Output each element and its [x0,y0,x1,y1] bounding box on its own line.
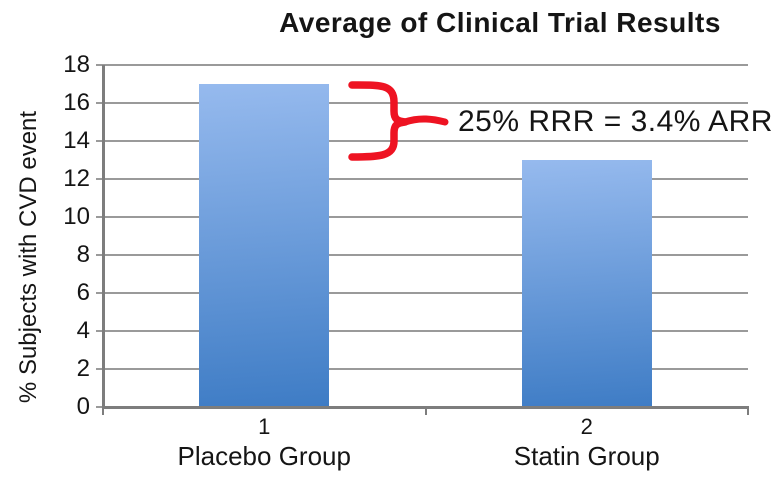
y-tick-label: 4 [76,317,90,344]
y-tick-mark [96,330,104,332]
bar-placebo-group [199,84,330,407]
y-tick-label: 0 [76,393,90,420]
gridline [103,140,748,142]
x-tick-label: 2 [580,414,593,439]
x-tick-label: 1 [258,414,271,439]
gridline [103,178,748,180]
y-tick-mark [96,178,104,180]
y-tick-label: 10 [63,203,90,230]
y-tick-label: 14 [63,127,90,154]
gridline [103,64,748,66]
gridline [103,254,748,256]
y-tick-label: 8 [76,241,90,268]
y-tick-mark [96,406,104,408]
x-axis-line [102,406,749,409]
y-tick-mark [96,140,104,142]
gridline [103,216,748,218]
gridline [103,330,748,332]
y-tick-label: 6 [76,279,90,306]
x-category-label: Placebo Group [177,441,351,471]
y-tick-mark [96,254,104,256]
y-tick-label: 16 [63,89,90,116]
y-tick-mark [96,102,104,104]
y-tick-mark [96,64,104,66]
gridline [103,102,748,104]
y-tick-label: 12 [63,165,90,192]
x-tick-mark [424,407,427,415]
bar-statin-group [521,160,652,407]
y-tick-label: 2 [76,355,90,382]
gridline [103,368,748,370]
x-category-label: Statin Group [513,441,660,471]
gridline [103,292,748,294]
y-tick-mark [96,368,104,370]
x-tick-mark [747,407,749,415]
chart-title: Average of Clinical Trial Results [279,7,721,38]
x-tick-mark [102,407,104,415]
y-tick-mark [96,216,104,218]
y-axis-line [102,65,105,407]
y-tick-label: 18 [63,51,90,78]
y-tick-mark [96,292,104,294]
annotation-text: 25% RRR = 3.4% ARR [458,105,773,138]
